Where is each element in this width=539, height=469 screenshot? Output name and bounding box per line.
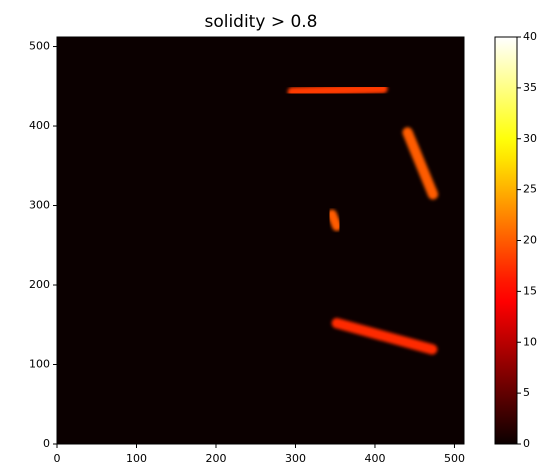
chart: solidity > 0.8 0100200300400500010020030…: [0, 0, 539, 469]
blob: [332, 214, 337, 226]
colorbar-tick-label: 20: [523, 234, 537, 247]
colorbar-tick-label: 40: [523, 30, 537, 43]
colorbar-tick-label: 15: [523, 284, 537, 297]
x-tick-label: 300: [285, 452, 306, 465]
y-tick-label: 500: [29, 40, 50, 53]
blob: [292, 89, 383, 92]
y-tick-label: 300: [29, 199, 50, 212]
colorbar-tick-label: 10: [523, 335, 537, 348]
y-tick-label: 100: [29, 358, 50, 371]
image-background: [57, 37, 464, 444]
x-tick-label: 400: [364, 452, 385, 465]
colorbar-tick-label: 35: [523, 81, 537, 94]
x-tick-label: 0: [54, 452, 61, 465]
x-tick-label: 100: [126, 452, 147, 465]
colorbar-tick-label: 25: [523, 183, 537, 196]
y-tick-label: 0: [43, 437, 50, 450]
x-tick-label: 200: [205, 452, 226, 465]
y-tick-label: 200: [29, 278, 50, 291]
x-tick-label: 500: [444, 452, 465, 465]
y-tick-label: 400: [29, 119, 50, 132]
colorbar: [495, 37, 517, 444]
colorbar-tick-label: 30: [523, 132, 537, 145]
chart-title: solidity > 0.8: [204, 12, 317, 32]
colorbar-tick-label: 5: [523, 386, 530, 399]
colorbar-tick-label: 0: [523, 437, 530, 450]
